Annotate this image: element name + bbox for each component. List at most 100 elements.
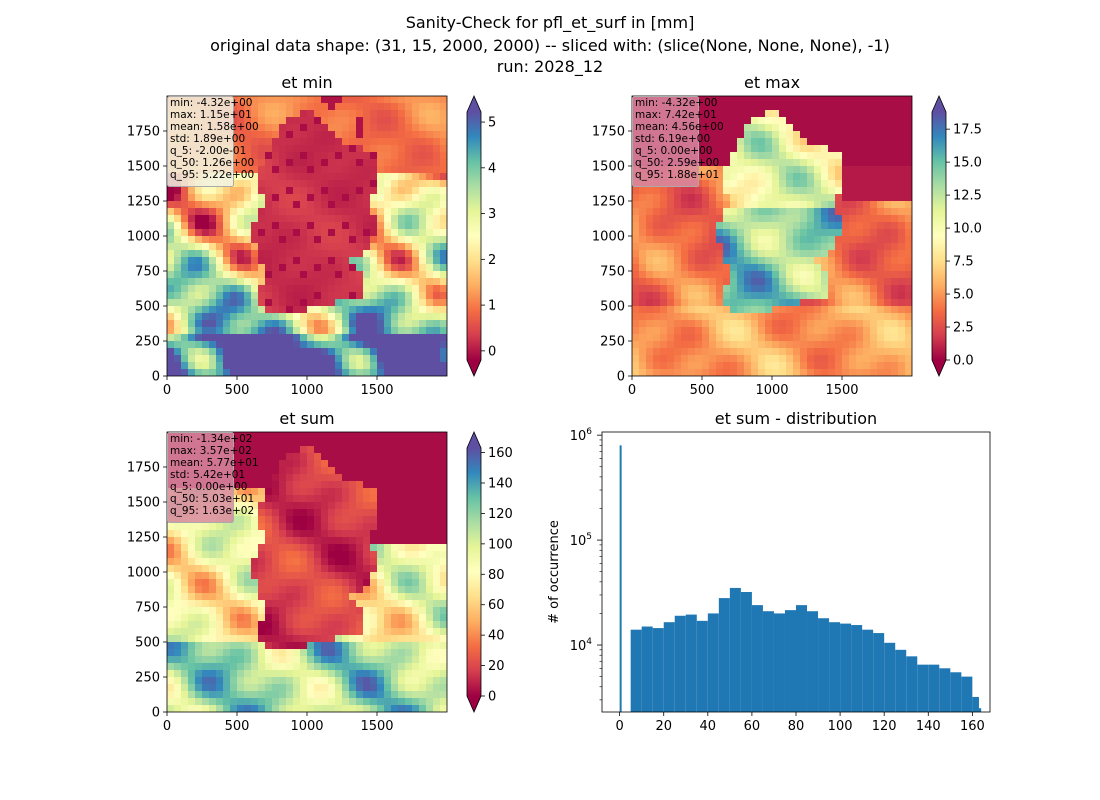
heatmap-cell: [419, 460, 427, 468]
heatmap-cell: [688, 229, 696, 237]
heatmap-cell: [370, 110, 378, 118]
heatmap-cell: [265, 222, 273, 230]
heatmap-cell: [653, 306, 661, 314]
heatmap-cell: [202, 229, 210, 237]
heatmap-cell: [300, 250, 308, 258]
heatmap-cell: [391, 691, 399, 699]
heatmap-cell: [356, 621, 364, 629]
heatmap-cell: [265, 285, 273, 293]
heatmap-cell: [398, 264, 406, 272]
heatmap-cell: [279, 691, 287, 699]
heatmap-cell: [216, 299, 224, 307]
heatmap-cell: [188, 698, 196, 706]
heatmap-cell: [370, 173, 378, 181]
heatmap-cell: [181, 656, 189, 664]
heatmap-cell: [195, 194, 203, 202]
heatmap-cell: [419, 621, 427, 629]
heatmap-cell: [891, 278, 899, 286]
heatmap-cell: [216, 278, 224, 286]
heatmap-cell: [237, 467, 245, 475]
heatmap-cell: [300, 355, 308, 363]
heatmap-cell: [856, 236, 864, 244]
heatmap-cell: [328, 565, 336, 573]
heatmap-cell: [440, 299, 447, 307]
heatmap-cell: [216, 292, 224, 300]
heatmap-cell: [188, 194, 196, 202]
heatmap-cell: [856, 292, 864, 300]
histogram-bar: [762, 611, 774, 712]
heatmap-cell: [279, 187, 287, 195]
heatmap-cell: [272, 551, 280, 559]
heatmap-cell: [786, 341, 794, 349]
heatmap-cell: [279, 488, 287, 496]
heatmap-cell: [398, 320, 406, 328]
heatmap-cell: [265, 516, 273, 524]
heatmap-cell: [723, 355, 731, 363]
heatmap-cell: [300, 222, 308, 230]
heatmap-cell: [251, 355, 259, 363]
heatmap-cell: [433, 572, 441, 580]
heatmap-cell: [370, 516, 378, 524]
heatmap-cell: [216, 523, 224, 531]
heatmap-cell: [356, 495, 364, 503]
heatmap-cell: [440, 320, 447, 328]
heatmap-cell: [681, 362, 689, 370]
heatmap-cell: [821, 201, 829, 209]
heatmap-cell: [793, 306, 801, 314]
heatmap-cell: [674, 320, 682, 328]
heatmap-cell: [363, 341, 371, 349]
heatmap-cell: [639, 362, 647, 370]
heatmap-cell: [419, 586, 427, 594]
heatmap-cell: [821, 355, 829, 363]
heatmap-cell: [391, 558, 399, 566]
heatmap-cell: [356, 705, 364, 712]
heatmap-cell: [856, 159, 864, 167]
heatmap-cell: [821, 278, 829, 286]
heatmap-cell: [412, 628, 420, 636]
heatmap-cell: [807, 341, 815, 349]
heatmap-cell: [667, 306, 675, 314]
heatmap-cell: [412, 481, 420, 489]
heatmap-cell: [793, 341, 801, 349]
heatmap-cell: [307, 579, 315, 587]
heatmap-cell: [849, 124, 857, 132]
heatmap-cell: [230, 593, 238, 601]
heatmap-cell: [272, 544, 280, 552]
heatmap-cell: [328, 432, 336, 440]
heatmap-cell: [300, 271, 308, 279]
heatmap-cell: [244, 481, 252, 489]
heatmap-cell: [349, 523, 357, 531]
heatmap-cell: [265, 691, 273, 699]
heatmap-cell: [195, 369, 203, 376]
heatmap-cell: [639, 201, 647, 209]
heatmap-cell: [688, 278, 696, 286]
heatmap-cell: [230, 187, 238, 195]
heatmap-cell: [363, 215, 371, 223]
heatmap-cell: [835, 299, 843, 307]
heatmap-cell: [779, 208, 787, 216]
heatmap-cell: [723, 292, 731, 300]
heatmap-cell: [237, 446, 245, 454]
heatmap-cell: [807, 243, 815, 251]
heatmap-cell: [300, 572, 308, 580]
heatmap-cell: [272, 369, 280, 376]
heatmap-cell: [681, 229, 689, 237]
heatmap-cell: [370, 222, 378, 230]
heatmap-cell: [188, 530, 196, 538]
colorbar-tick-label: 5: [488, 116, 496, 131]
heatmap-cell: [835, 355, 843, 363]
heatmap-cell: [433, 579, 441, 587]
heatmap-cell: [181, 691, 189, 699]
heatmap-cell: [258, 691, 266, 699]
colorbar-tick-label: 20: [488, 659, 505, 674]
heatmap-cell: [230, 544, 238, 552]
heatmap-cell: [335, 320, 343, 328]
heatmap-cell: [905, 222, 912, 230]
heatmap-cell: [391, 327, 399, 335]
heatmap-cell: [286, 299, 294, 307]
heatmap-cell: [856, 187, 864, 195]
heatmap-cell: [286, 691, 294, 699]
heatmap-cell: [363, 544, 371, 552]
heatmap-cell: [356, 488, 364, 496]
heatmap-cell: [695, 320, 703, 328]
